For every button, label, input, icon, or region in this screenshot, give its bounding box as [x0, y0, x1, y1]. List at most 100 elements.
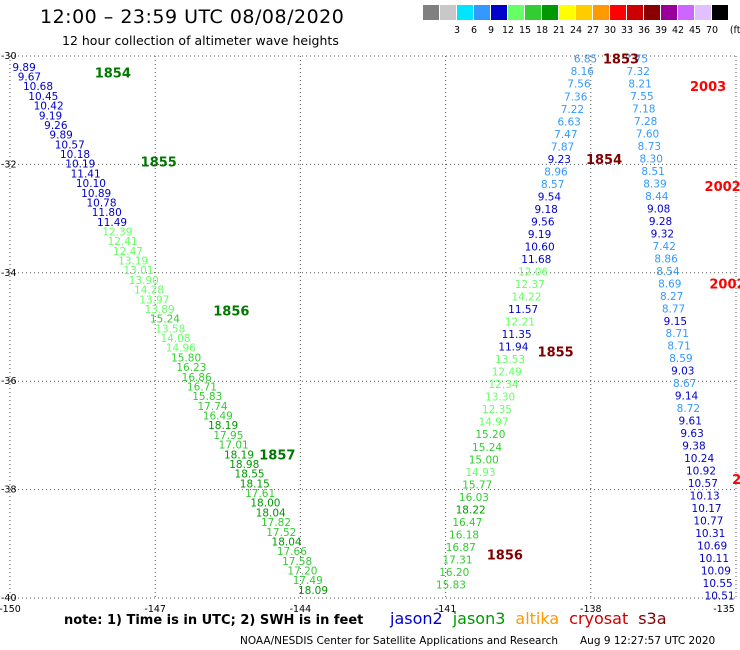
wave-height-value: 10.68: [23, 81, 53, 93]
wave-height-value: 11.57: [508, 304, 538, 316]
wave-height-value: 10.17: [692, 503, 722, 515]
latitude-tick-label: -40: [1, 593, 17, 604]
latitude-tick-label: -34: [1, 268, 17, 279]
wave-height-value: 10.57: [55, 139, 85, 151]
latitude-tick-label: -30: [1, 51, 17, 62]
longitude-tick-label: -138: [580, 604, 602, 615]
wave-height-value: 18.55: [235, 469, 265, 481]
wave-height-value: 8.71: [666, 328, 689, 340]
wave-height-value: 16.03: [459, 492, 489, 504]
wave-height-value: 18.98: [229, 459, 259, 471]
wave-height-value: 16.23: [176, 362, 206, 374]
pass-time-label: 1857: [259, 448, 295, 463]
satellite-legend: jason2 jason3 altika cryosat s3a: [390, 609, 677, 628]
wave-height-value: 7.32: [627, 66, 650, 78]
wave-height-value: 12.39: [102, 226, 132, 238]
legend-swatch: [508, 5, 524, 20]
wave-height-value: 16.47: [452, 517, 482, 529]
wave-height-value: 10.11: [699, 553, 729, 565]
latitude-tick-label: -36: [1, 376, 17, 387]
wave-height-value: 7.28: [634, 116, 657, 128]
legend-label: 9: [487, 25, 495, 36]
wave-height-value: 17.58: [282, 556, 312, 568]
legend-swatch: [610, 5, 626, 20]
wave-height-value: 15.24: [472, 442, 502, 454]
wave-height-value: 17.74: [198, 401, 228, 413]
satellite-name: altika: [515, 609, 560, 628]
legend-label: 36: [637, 25, 651, 36]
wave-height-value: 10.42: [34, 101, 64, 113]
legend-label: 30: [603, 25, 617, 36]
legend-swatch: [440, 5, 456, 20]
wave-height-value: 7.22: [561, 104, 584, 116]
legend-label: 27: [586, 25, 600, 36]
wave-height-value: 18.04: [272, 536, 302, 548]
legend-label: 3: [453, 25, 461, 36]
legend-label: 42: [671, 25, 685, 36]
wave-height-value: 9.38: [682, 441, 705, 453]
wave-height-value: 16.86: [182, 372, 212, 384]
wave-height-value: 7.87: [551, 141, 574, 153]
wave-height-value: 10.31: [695, 528, 725, 540]
wave-height-value: 12.41: [108, 236, 138, 248]
wave-height-value: 7.55: [630, 91, 653, 103]
wave-height-value: 16.71: [187, 381, 217, 393]
latitude-tick-label: -32: [1, 159, 17, 170]
wave-height-value: 16.49: [203, 411, 233, 423]
latitude-tick-label: -38: [1, 485, 17, 496]
wave-height-value: 8.69: [658, 278, 681, 290]
wave-height-value: 16.87: [446, 542, 476, 554]
wave-height-value: 7.60: [636, 129, 659, 141]
credit-line: NOAA/NESDIS Center for Satellite Applica…: [240, 635, 558, 647]
wave-height-value: 13.97: [139, 294, 169, 306]
longitude-tick-label: -150: [0, 604, 21, 615]
pass-time-label: 1855: [538, 345, 574, 360]
satellite-name: s3a: [638, 609, 667, 628]
legend-label: 24: [569, 25, 583, 36]
legend-swatch: [695, 5, 711, 20]
wave-height-value: 10.45: [28, 91, 58, 103]
wave-height-value: 9.23: [548, 154, 571, 166]
wave-height-value: 11.80: [92, 207, 122, 219]
wave-height-value: 10.55: [703, 578, 733, 590]
wave-height-value: 17.66: [277, 546, 307, 558]
wave-height-value: 13.01: [123, 265, 153, 277]
wave-height-value: 17.61: [245, 488, 275, 500]
wave-height-value: 8.57: [541, 179, 564, 191]
wave-height-value: 14.97: [479, 417, 509, 429]
legend-swatch: [457, 5, 473, 20]
pass-time-label: 1854: [95, 66, 131, 81]
wave-height-value: 8.27: [660, 291, 683, 303]
wave-height-value: 11.94: [498, 342, 528, 354]
legend-swatch: [576, 5, 592, 20]
legend-swatch: [491, 5, 507, 20]
wave-height-value: 12.21: [505, 317, 535, 329]
wave-height-value: 18.04: [256, 507, 286, 519]
wave-height-value: 9.61: [679, 416, 702, 428]
wave-height-value: 13.30: [485, 392, 515, 404]
wave-height-value: 10.92: [686, 466, 716, 478]
axis-tick-labels: -150 -147 -144 -141 -138 -135 -30 -32 -34 -36 -38 -…: [0, 51, 735, 615]
generated-timestamp: Aug 9 12:27:57 UTC 2020: [580, 635, 716, 647]
legend-swatch: [593, 5, 609, 20]
wave-height-value: 9.18: [534, 204, 557, 216]
wave-height-value: 8.73: [638, 141, 661, 153]
wave-height-value: 8.30: [640, 154, 663, 166]
wave-height-value: 7.42: [653, 241, 676, 253]
map-title: 12:00 – 23:59 UTC 08/08/2020: [40, 6, 345, 28]
legend-swatch: [627, 5, 643, 20]
pass-time-label: 1856: [487, 549, 523, 564]
wave-height-value: 15.77: [462, 479, 492, 491]
satellite-track: 9.899.6710.6810.4510.429.199.269.8910.57…: [12, 62, 328, 597]
pass-time-label: 2002: [709, 278, 740, 293]
satellite-track: 7.757.328.217.557.187.287.608.738.308.51…: [625, 54, 735, 603]
wave-height-value: 13.90: [129, 275, 159, 287]
satellite-name: jason2: [390, 609, 443, 628]
pass-time-label: 2002: [705, 180, 740, 195]
wave-height-value: 15.83: [436, 579, 466, 591]
wave-height-value: 7.18: [632, 104, 655, 116]
wave-height-value: 8.44: [645, 191, 669, 203]
wave-height-value: 15.20: [475, 429, 505, 441]
wave-height-value: 7.36: [564, 91, 588, 103]
